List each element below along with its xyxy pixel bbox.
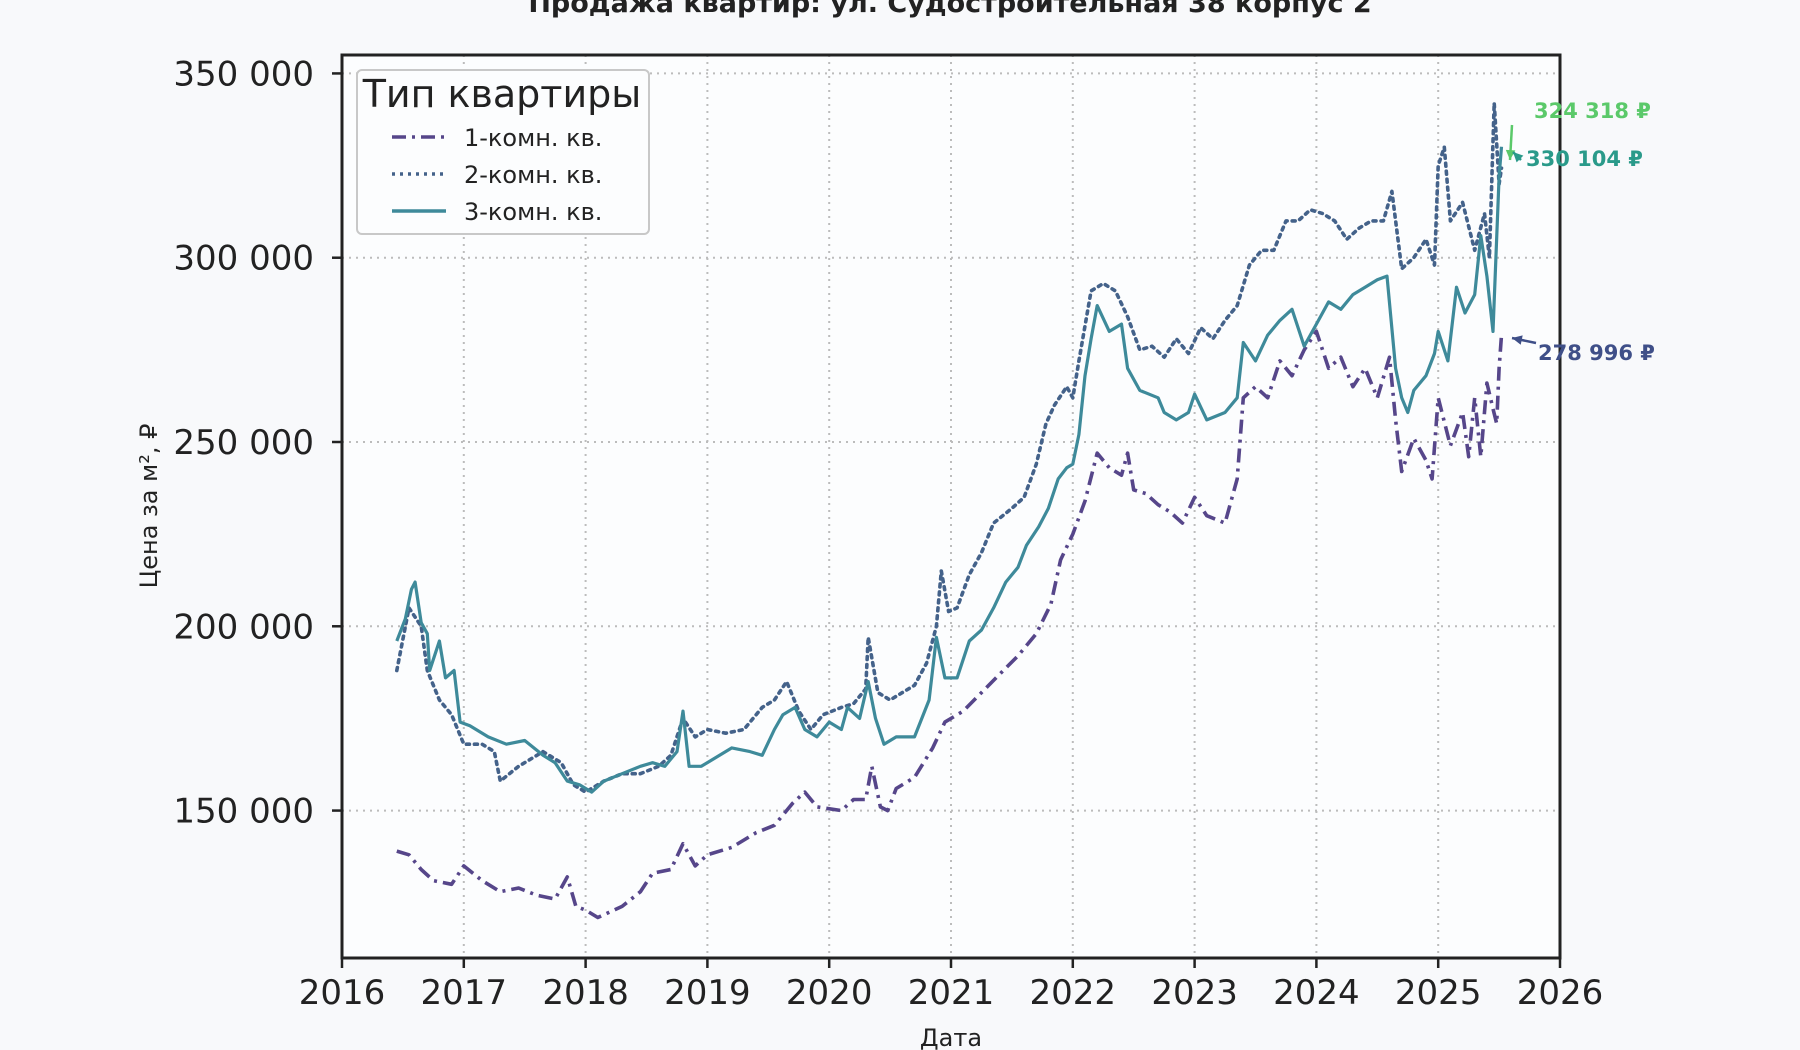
y-tick-label: 200 000 <box>173 607 314 647</box>
series-line-3 <box>395 146 1504 794</box>
x-tick-label: 2024 <box>1273 973 1360 1013</box>
series-layer <box>395 101 1504 920</box>
legend-entries: 1-комн. кв. 2-комн. кв. 3-комн. кв. <box>392 124 602 226</box>
legend-entry-label: 1-комн. кв. <box>464 124 602 152</box>
legend-box <box>356 69 650 235</box>
y-tick-label: 250 000 <box>173 423 314 463</box>
series-line-1 <box>396 329 1504 920</box>
x-tick-label: 2023 <box>1151 973 1238 1013</box>
x-tick-label: 2026 <box>1517 973 1604 1013</box>
legend-title: Тип квартиры <box>362 72 642 116</box>
annotation-arrowhead <box>1513 152 1524 163</box>
legend-entry-label: 3-комн. кв. <box>464 198 602 226</box>
grid <box>342 55 1560 958</box>
x-axis: 2016 2017 2018 2019 2020 2021 2022 2023 2024 2025… <box>299 958 1604 1013</box>
chart-title: Продажа квартир: ул. Судостроительная 38… <box>528 0 1371 19</box>
legend-entry-label: 2-комн. кв. <box>464 161 602 189</box>
annotation-label: 330 104 ₽ <box>1526 147 1643 171</box>
y-axis: 150 000 200 000 250 000 300 000 350 000 <box>173 54 342 832</box>
x-tick-label: 2017 <box>421 973 508 1013</box>
x-axis-title: Дата <box>920 1024 982 1050</box>
y-axis-title: Цена за м², ₽ <box>135 424 163 589</box>
legend: Тип квартиры 1-комн. кв. 2-комн. кв. 3-ком… <box>356 69 650 235</box>
annotation-label: 324 318 ₽ <box>1534 99 1651 123</box>
x-tick-label: 2016 <box>299 973 386 1013</box>
y-tick-label: 350 000 <box>173 54 314 94</box>
x-tick-label: 2020 <box>786 973 873 1013</box>
y-tick-label: 300 000 <box>173 239 314 279</box>
annotations: 324 318 ₽ 330 104 ₽ 278 996 ₽ <box>1505 99 1655 365</box>
x-tick-label: 2018 <box>542 973 629 1013</box>
annotation-label: 278 996 ₽ <box>1538 341 1655 365</box>
x-tick-label: 2025 <box>1395 973 1482 1013</box>
y-tick-label: 150 000 <box>173 792 314 832</box>
annotation-arrowhead <box>1512 335 1523 345</box>
x-tick-label: 2019 <box>664 973 751 1013</box>
x-tick-label: 2021 <box>908 973 995 1013</box>
x-tick-label: 2022 <box>1030 973 1117 1013</box>
